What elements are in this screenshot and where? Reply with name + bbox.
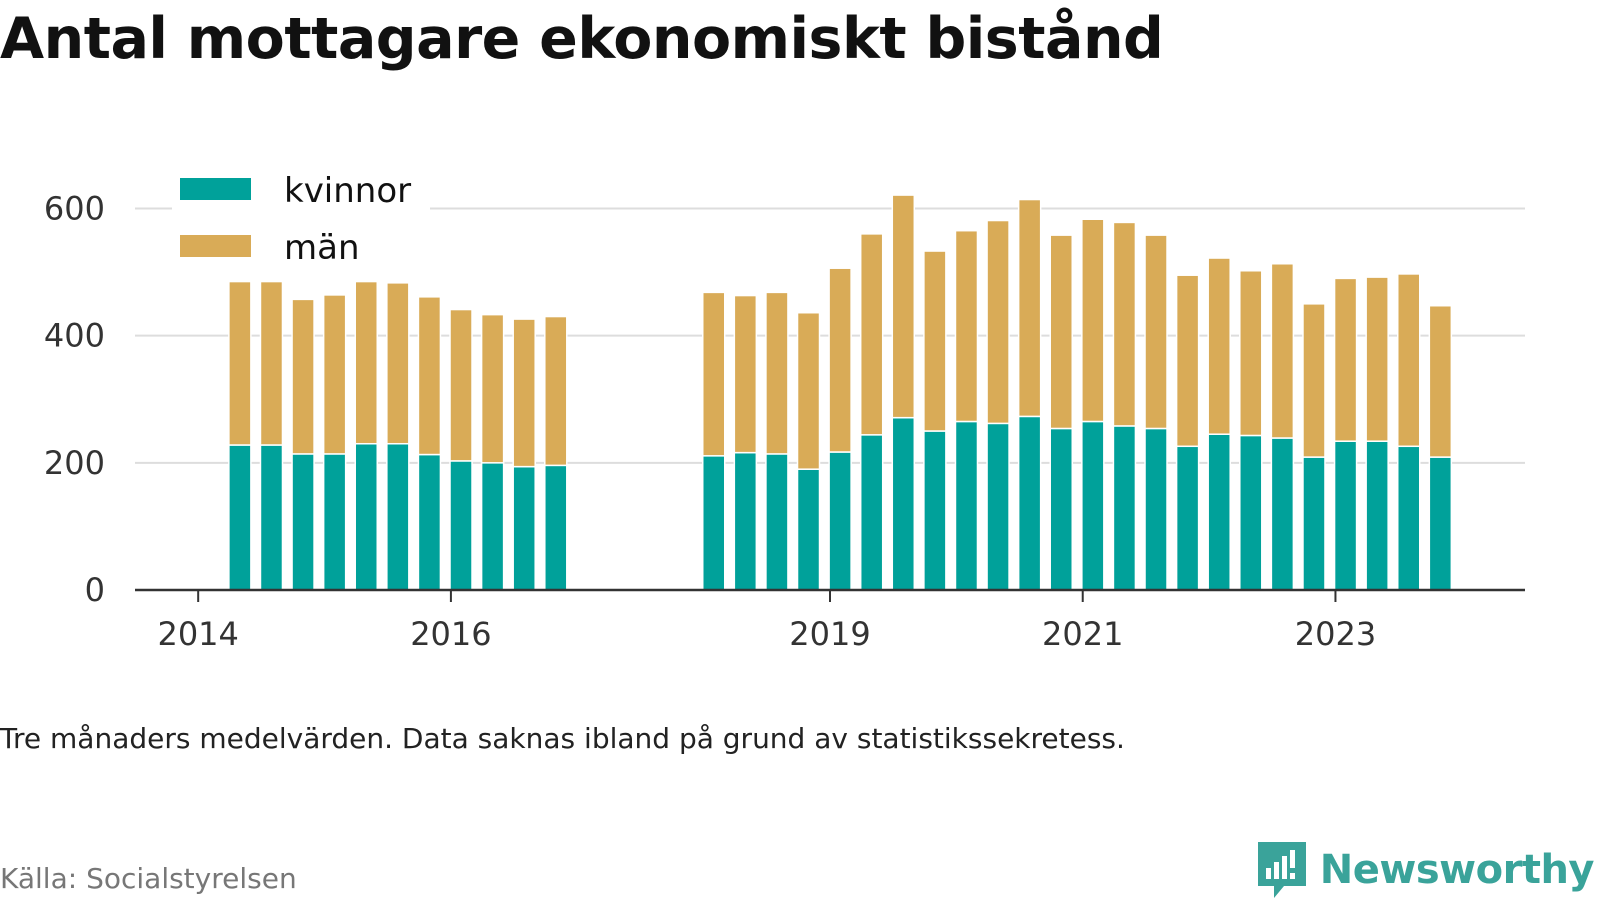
bar-man bbox=[1175, 274, 1200, 448]
bar-kvinnor bbox=[1396, 445, 1421, 591]
bar-man bbox=[449, 308, 473, 462]
legend-label-man: män bbox=[284, 228, 360, 268]
bar-kvinnor bbox=[1270, 437, 1295, 591]
bar-man bbox=[544, 315, 568, 467]
bar-man bbox=[1302, 303, 1326, 458]
bar-man bbox=[1333, 277, 1358, 442]
bar-kvinnor bbox=[765, 453, 789, 591]
bar-man bbox=[512, 318, 536, 468]
brand-name: Newsworthy bbox=[1319, 847, 1595, 893]
brand-logo[interactable]: Newsworthy bbox=[1256, 840, 1595, 900]
page-title: Antal mottagare ekonomiskt bistånd bbox=[0, 6, 1164, 72]
bar-man bbox=[1270, 263, 1295, 439]
bar-man bbox=[954, 229, 979, 423]
bar-man bbox=[891, 194, 916, 419]
bar-man bbox=[259, 280, 284, 446]
bar-man bbox=[228, 280, 252, 446]
bar-kvinnor bbox=[986, 422, 1010, 591]
bar-man bbox=[1396, 273, 1421, 448]
bar-man bbox=[1081, 218, 1105, 423]
bar-man bbox=[1207, 257, 1231, 435]
bar-man bbox=[733, 294, 758, 454]
bar-kvinnor bbox=[1049, 427, 1073, 591]
bar-kvinnor bbox=[1365, 440, 1389, 591]
chart-note: Tre månaders medelvärden. Data saknas ib… bbox=[0, 722, 1125, 755]
bar-man bbox=[1049, 234, 1073, 430]
bar-man bbox=[1239, 270, 1263, 437]
legend-swatch-kvinnor bbox=[180, 178, 251, 200]
bar-man bbox=[1365, 276, 1389, 442]
bar-man bbox=[765, 291, 789, 455]
bar-man bbox=[1428, 304, 1453, 458]
bar-kvinnor bbox=[291, 453, 315, 591]
bar-kvinnor bbox=[449, 460, 473, 591]
bar-kvinnor bbox=[480, 462, 505, 591]
bar-kvinnor bbox=[796, 468, 821, 591]
x-tick-label: 2019 bbox=[789, 615, 870, 653]
legend-label-kvinnor: kvinnor bbox=[284, 171, 411, 211]
bar-man bbox=[1144, 234, 1168, 430]
bar-kvinnor bbox=[1017, 415, 1042, 591]
bar-man bbox=[796, 311, 821, 470]
legend-swatch-man bbox=[180, 235, 251, 257]
y-tick-label: 0 bbox=[85, 571, 105, 609]
legend: kvinnor män bbox=[172, 166, 430, 276]
bar-man bbox=[417, 296, 442, 456]
bar-kvinnor bbox=[259, 444, 284, 591]
bar-man bbox=[859, 233, 884, 436]
bar-kvinnor bbox=[1112, 425, 1137, 591]
bar-kvinnor bbox=[859, 434, 884, 591]
bar-man bbox=[986, 219, 1010, 425]
bar-kvinnor bbox=[733, 451, 758, 591]
bar-kvinnor bbox=[891, 416, 916, 591]
bar-kvinnor bbox=[544, 464, 568, 591]
y-axis-ticks: 0 200 400 600 bbox=[44, 189, 105, 609]
bar-kvinnor bbox=[1207, 433, 1231, 591]
bar-man bbox=[1112, 221, 1137, 427]
x-tick-label: 2014 bbox=[157, 615, 238, 653]
bar-man bbox=[322, 294, 347, 455]
bar-kvinnor bbox=[354, 442, 378, 591]
x-tick-label: 2021 bbox=[1042, 615, 1123, 653]
x-axis: 2014 2016 2019 2021 2023 bbox=[135, 588, 1525, 653]
bar-kvinnor bbox=[512, 465, 536, 591]
bar-kvinnor bbox=[1081, 420, 1105, 591]
bar-kvinnor bbox=[828, 451, 852, 591]
bar-man bbox=[386, 282, 410, 445]
bar-man bbox=[701, 291, 726, 457]
y-tick-label: 400 bbox=[44, 317, 105, 355]
bar-kvinnor bbox=[923, 430, 947, 591]
bar-man bbox=[828, 267, 852, 453]
bar-kvinnor bbox=[1144, 427, 1168, 591]
bar-kvinnor bbox=[701, 455, 726, 591]
bar-kvinnor bbox=[1428, 456, 1453, 591]
bar-kvinnor bbox=[954, 420, 979, 591]
bar-kvinnor bbox=[1333, 440, 1358, 591]
bar-man bbox=[291, 298, 315, 455]
bar-man bbox=[923, 250, 947, 432]
x-tick-label: 2016 bbox=[410, 615, 491, 653]
y-tick-label: 600 bbox=[44, 189, 105, 227]
bar-kvinnor bbox=[386, 442, 410, 591]
bar-man bbox=[1017, 198, 1042, 418]
bar-kvinnor bbox=[228, 444, 252, 591]
source-credit: Källa: Socialstyrelsen bbox=[0, 862, 297, 895]
x-tick-label: 2023 bbox=[1295, 615, 1376, 653]
bar-kvinnor bbox=[322, 453, 347, 591]
bar-kvinnor bbox=[1239, 434, 1263, 591]
bar-kvinnor bbox=[1302, 456, 1326, 591]
bar-kvinnor bbox=[1175, 445, 1200, 591]
bars bbox=[228, 194, 1453, 591]
bar-kvinnor bbox=[417, 453, 442, 591]
bar-man bbox=[354, 280, 378, 445]
bar-man bbox=[480, 313, 505, 464]
newsworthy-logo-icon bbox=[1257, 842, 1306, 898]
y-tick-label: 200 bbox=[44, 444, 105, 482]
